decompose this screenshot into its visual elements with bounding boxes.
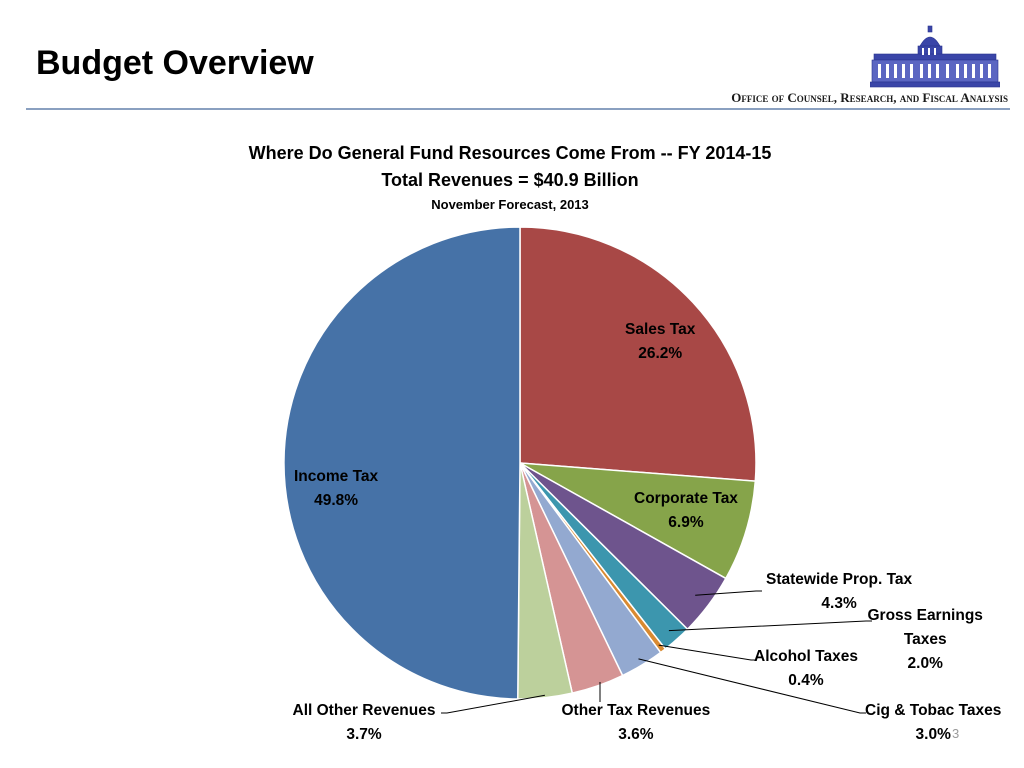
- slice-label-other-tax-revenues: Other Tax Revenues 3.6%: [562, 699, 711, 747]
- slice-name-line: Taxes: [903, 631, 947, 648]
- slice-name-line: Income Tax: [294, 468, 379, 485]
- pie-slice-income-tax: [283, 226, 521, 700]
- leader-line-statewide-prop-tax: [695, 590, 762, 596]
- slice-name-line: Cig & Tobac Taxes: [865, 702, 1002, 719]
- chart-subtitle: Total Revenues = $40.9 Billion: [381, 170, 639, 190]
- capitol-building-logo: [870, 25, 1000, 88]
- header-divider: [26, 108, 1010, 110]
- leader-line-all-other-revenues: [441, 694, 545, 714]
- slice-name-line: Gross Earnings: [867, 607, 983, 624]
- slice-name-line: Other Tax Revenues: [561, 702, 711, 719]
- pie-slice-corporate-tax: [519, 462, 757, 580]
- slice-percent: 6.9%: [668, 514, 704, 531]
- chart-note: November Forecast, 2013: [431, 197, 589, 212]
- slice-label-alcohol-taxes: Alcohol Taxes 0.4%: [754, 645, 858, 693]
- slice-percent: 4.3%: [821, 595, 857, 612]
- slice-label-corporate-tax: Corporate Tax 6.9%: [634, 487, 738, 535]
- slice-percent: 26.2%: [638, 345, 683, 362]
- slice-label-gross-earnings-taxes: Gross Earnings Taxes 2.0%: [868, 604, 983, 676]
- page-title: Budget Overview: [36, 44, 314, 82]
- office-name: Office of Counsel, Research, and Fiscal …: [731, 90, 1008, 105]
- leader-line-alcohol-taxes: [658, 644, 757, 661]
- slice-name-line: All Other Revenues: [292, 702, 436, 719]
- leader-line-gross-earnings-taxes: [668, 620, 872, 632]
- slice-label-all-other-revenues: All Other Revenues 3.7%: [293, 699, 436, 747]
- slice-name-line: Sales Tax: [625, 321, 696, 338]
- slice-label-cig-tobac-taxes: Cig & Tobac Taxes 3.0%: [865, 699, 1001, 747]
- slice-label-sales-tax: Sales Tax 26.2%: [625, 318, 695, 366]
- slice-name-line: Alcohol Taxes: [754, 648, 858, 665]
- slice-name-line: Corporate Tax: [634, 490, 738, 507]
- slice-percent: 3.0%: [915, 726, 951, 743]
- pie-slice-sales-tax: [519, 226, 757, 482]
- leader-line-cig-tobac-taxes: [638, 658, 866, 714]
- slice-label-statewide-prop-tax: Statewide Prop. Tax 4.3%: [766, 568, 912, 616]
- slice-name-line: Statewide Prop. Tax: [766, 571, 913, 588]
- slice-label-income-tax: Income Tax 49.8%: [294, 465, 378, 513]
- slice-percent: 3.7%: [346, 726, 382, 743]
- chart-title: Where Do General Fund Resources Come Fro…: [248, 143, 772, 163]
- slice-percent: 2.0%: [907, 655, 943, 672]
- slice-percent: 3.6%: [618, 726, 654, 743]
- slide-number: 3: [952, 726, 960, 741]
- slice-percent: 0.4%: [788, 672, 824, 689]
- slice-percent: 49.8%: [314, 492, 359, 509]
